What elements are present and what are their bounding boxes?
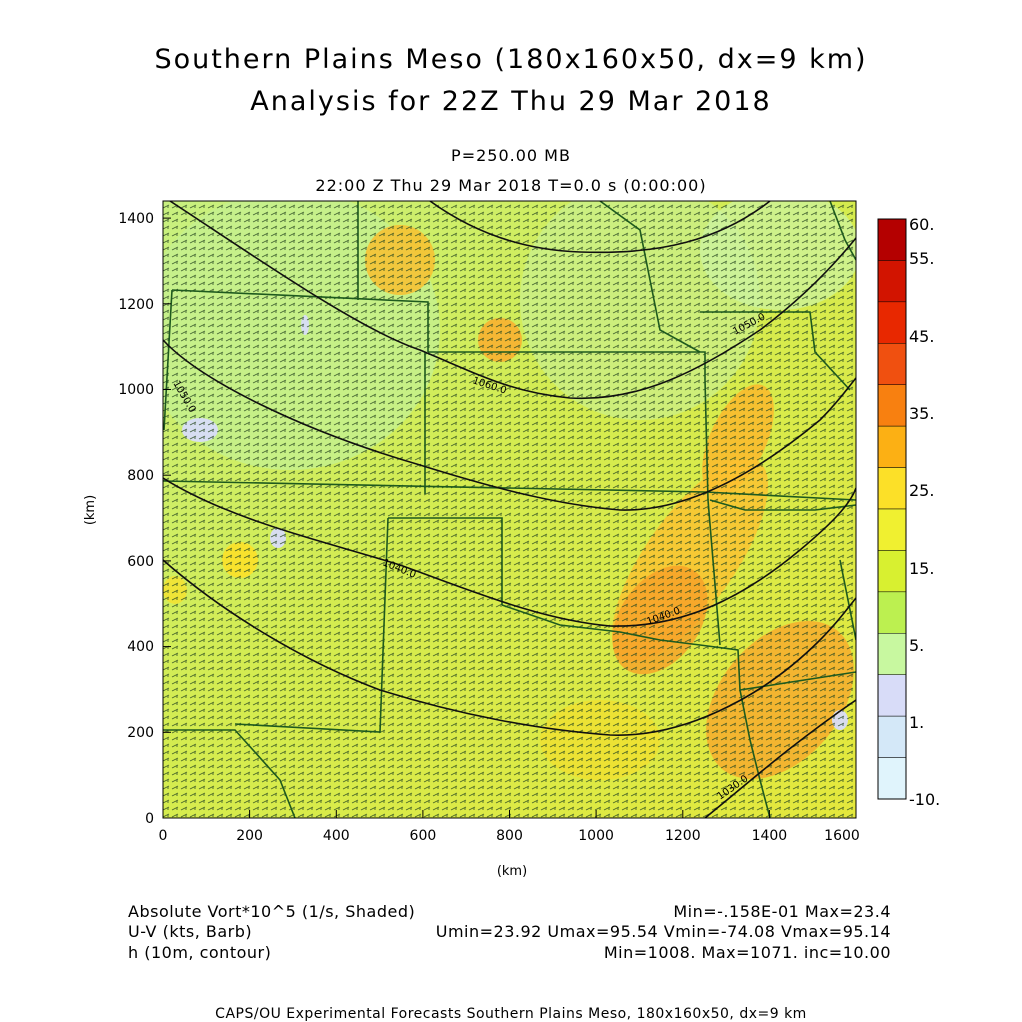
footer-field2: U-V (kts, Barb) bbox=[128, 922, 253, 941]
colorbar-label: 35. bbox=[909, 404, 934, 423]
x-tick-label: 1400 bbox=[752, 828, 788, 844]
title-line-2: Analysis for 22Z Thu 29 Mar 2018 bbox=[250, 86, 772, 117]
colorbar-swatch bbox=[877, 757, 907, 800]
y-tick-label: 1400 bbox=[118, 211, 154, 227]
x-tick-label: 400 bbox=[323, 828, 350, 844]
x-tick-labels: 0 200 400 600 800 1000 1200 1400 1600 bbox=[159, 828, 860, 844]
footer-field1: Absolute Vort*10^5 (1/s, Shaded) bbox=[128, 902, 416, 921]
y-tick-label: 1000 bbox=[118, 382, 154, 398]
level-label: P=250.00 MB bbox=[451, 146, 571, 165]
y-tick-labels: 0 200 400 600 800 1000 1200 1400 bbox=[118, 211, 154, 827]
y-tick-label: 200 bbox=[127, 725, 154, 741]
colorbar-label: 45. bbox=[909, 327, 934, 346]
x-tick-label: 0 bbox=[159, 828, 168, 844]
colorbar-label: 15. bbox=[909, 559, 934, 578]
colorbar-swatch bbox=[877, 550, 907, 593]
x-tick-label: 1600 bbox=[824, 828, 860, 844]
colorbar-swatch bbox=[877, 425, 907, 468]
colorbar-label: 1. bbox=[909, 713, 924, 732]
time-label: 22:00 Z Thu 29 Mar 2018 T=0.0 s (0:00:00… bbox=[315, 176, 707, 195]
colorbar-label: 25. bbox=[909, 481, 934, 500]
footer-field1-stats: Min=-.158E-01 Max=23.4 bbox=[673, 902, 891, 921]
colorbar-swatch bbox=[877, 467, 907, 510]
title-line-1: Southern Plains Meso (180x160x50, dx=9 k… bbox=[154, 44, 868, 75]
y-axis-label: (km) bbox=[83, 495, 98, 525]
x-tick-label: 600 bbox=[410, 828, 437, 844]
footer-field2-stats: Umin=23.92 Umax=95.54 Vmin=-74.08 Vmax=9… bbox=[435, 922, 891, 941]
colorbar-swatch bbox=[877, 715, 907, 758]
y-tick-label: 400 bbox=[127, 639, 154, 655]
y-tick-label: 800 bbox=[127, 468, 154, 484]
x-tick-label: 200 bbox=[236, 828, 263, 844]
colorbar-swatch bbox=[877, 301, 907, 344]
x-axis-label: (km) bbox=[497, 864, 527, 879]
footer-field3-stats: Min=1008. Max=1071. inc=10.00 bbox=[603, 943, 891, 962]
colorbar-label: -10. bbox=[909, 790, 940, 809]
colorbar-swatch bbox=[877, 633, 907, 675]
x-tick-label: 1200 bbox=[665, 828, 701, 844]
colorbar-label: 60. bbox=[909, 215, 934, 234]
colorbar-swatch bbox=[877, 260, 907, 303]
vorticity-shading bbox=[163, 201, 856, 818]
y-tick-label: 600 bbox=[127, 554, 154, 570]
state-boundaries bbox=[163, 201, 856, 818]
colorbar-label: 5. bbox=[909, 636, 924, 655]
colorbar-swatch bbox=[877, 343, 907, 385]
footer-credit: CAPS/OU Experimental Forecasts Southern … bbox=[215, 1006, 807, 1022]
y-tick-label: 0 bbox=[145, 811, 154, 827]
colorbar-labels: 60. 55. 45. 35. 25. 15. 5. 1. -10. bbox=[909, 215, 940, 809]
colorbar-swatch bbox=[877, 508, 907, 551]
x-tick-label: 1000 bbox=[578, 828, 614, 844]
x-tick-label: 800 bbox=[496, 828, 523, 844]
y-tick-label: 1200 bbox=[118, 297, 154, 313]
footer-field3: h (10m, contour) bbox=[128, 943, 272, 962]
colorbar-swatch bbox=[877, 218, 907, 261]
colorbar-swatch bbox=[877, 591, 907, 634]
colorbar-swatch bbox=[877, 384, 907, 427]
colorbar bbox=[877, 218, 907, 800]
axis-ticks bbox=[162, 217, 770, 819]
colorbar-label: 55. bbox=[909, 249, 934, 268]
colorbar-frame bbox=[877, 218, 907, 800]
height-contours bbox=[163, 201, 856, 818]
colorbar-swatch bbox=[877, 674, 907, 717]
